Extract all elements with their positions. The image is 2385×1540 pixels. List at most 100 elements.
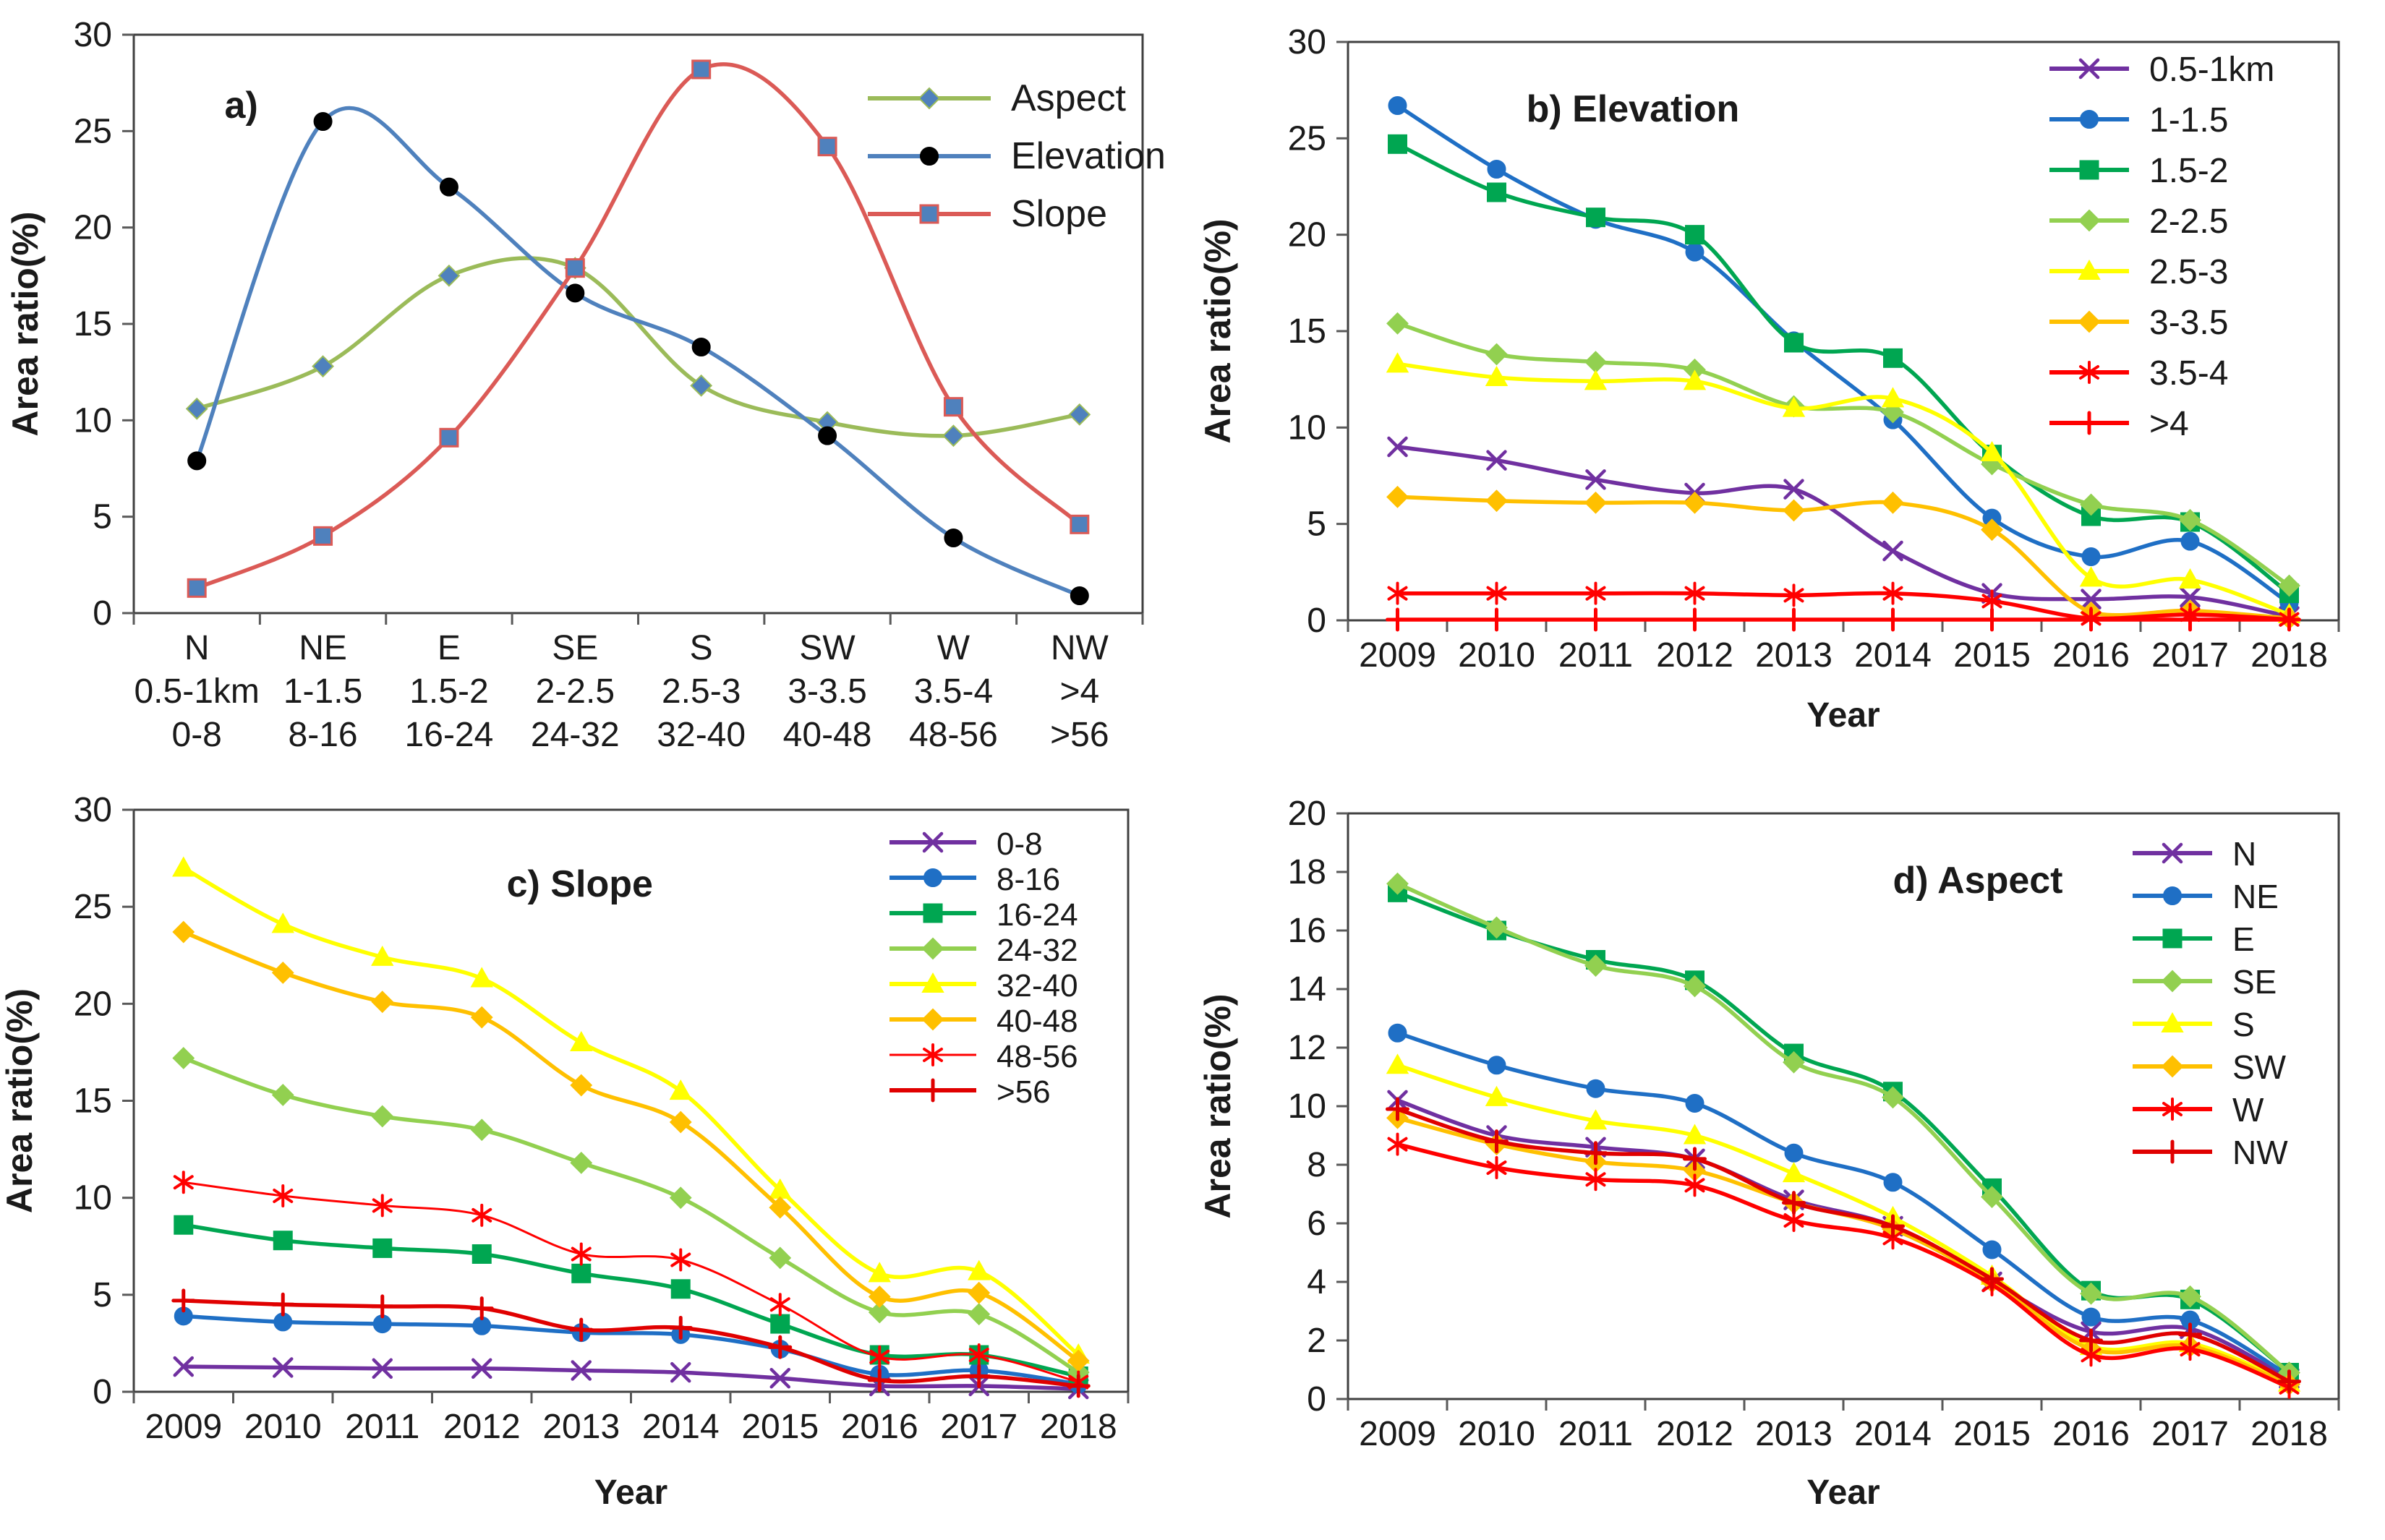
series-line-0-8 <box>182 1364 1081 1391</box>
series-line-3.5-4 <box>1395 591 2292 622</box>
y-tick-label: 25 <box>74 888 112 926</box>
chart-graphic <box>571 1242 592 1266</box>
y-tick-label: 25 <box>1288 119 1326 158</box>
diamond-marker <box>918 87 941 110</box>
asterisk-marker <box>923 1043 943 1066</box>
diamond-marker <box>1783 499 1805 522</box>
y-tick-label: 30 <box>74 791 112 829</box>
x-marker <box>1486 450 1507 471</box>
chart-graphic <box>868 1286 891 1308</box>
chart-graphic <box>967 1364 991 1389</box>
series-group <box>171 856 1091 1400</box>
chart-graphic <box>942 424 965 448</box>
legend-item-1.5-2: 1.5-2 <box>2049 152 2228 190</box>
x-tick-label: 2017 <box>2151 1415 2229 1453</box>
series-line-2-2.5 <box>1395 321 2292 588</box>
chart-graphic <box>1486 581 1507 605</box>
plus-marker <box>2160 1139 2185 1164</box>
circle-marker <box>1784 1143 1804 1163</box>
chart-graphic <box>1684 491 1706 514</box>
chart-graphic <box>273 1357 294 1378</box>
panel-a-chart: 0 5 10 15 20 25 30 N NE E SE S SW W NW 0.5-1km 1-1.5 1.5-… <box>5 16 1166 754</box>
plus-marker <box>1485 607 1509 632</box>
chart-graphic <box>1783 583 1804 607</box>
chart-root: 0 5 10 15 20 25 30 2009 2010 2011 2012 2013 2014 2015… <box>0 791 1130 1512</box>
y-tick-label: 15 <box>1288 312 1326 351</box>
plus-marker <box>2277 607 2301 632</box>
circle-marker <box>1070 586 1089 605</box>
series-line-8-16 <box>182 1314 1081 1387</box>
chart-graphic <box>571 1360 592 1381</box>
x-tick-label: SE <box>552 629 598 667</box>
y-tick-label: 20 <box>1288 216 1326 254</box>
chart-graphic <box>372 1238 393 1258</box>
plus-marker <box>668 1315 693 1340</box>
chart-graphic <box>1487 1056 1506 1075</box>
series-line-S <box>1395 1063 2292 1385</box>
chart-graphic <box>918 87 941 110</box>
series-group <box>185 59 1091 605</box>
chart-graphic <box>691 59 712 80</box>
legend-item-W: W <box>2133 1091 2264 1129</box>
asterisk-marker <box>472 1203 492 1227</box>
x-tick-label: 2011 <box>345 1408 419 1446</box>
legend-item-0.5-1km: 0.5-1km <box>2049 51 2274 89</box>
diamond-marker <box>1783 1051 1805 1074</box>
plus-marker <box>1386 1097 1409 1121</box>
x-marker <box>1783 479 1804 500</box>
legend-item-NE: NE <box>2133 878 2279 915</box>
y-tick-label: 10 <box>1288 1087 1326 1126</box>
chart-graphic <box>273 1231 293 1251</box>
x-marker <box>273 1357 294 1378</box>
triangle-marker <box>1584 369 1608 390</box>
square-marker <box>273 1231 293 1251</box>
x-tick-label: 2016 <box>2052 1415 2130 1453</box>
asterisk-marker <box>571 1242 592 1266</box>
chart-graphic <box>565 258 585 278</box>
chart-graphic <box>1981 518 2003 542</box>
square-marker <box>1388 134 1407 154</box>
panel-d: 0 2 4 6 8 10 12 14 16 18 20 2009 2010 2011 2012 2013 201… <box>1192 770 2385 1540</box>
square-marker <box>472 1244 492 1264</box>
diamond-marker <box>2179 508 2201 531</box>
y-tick-label: 5 <box>93 1276 112 1314</box>
diamond-marker <box>172 920 195 944</box>
series-line-Slope <box>195 62 1082 591</box>
x-tick-label: 2011 <box>1558 1415 1633 1453</box>
x-tick-sublabel-bottom: 48-56 <box>909 716 998 754</box>
chart-graphic <box>668 1315 693 1340</box>
chart-graphic <box>172 1047 195 1069</box>
chart-graphic <box>2163 886 2182 905</box>
square-marker <box>1685 225 1705 245</box>
chart-graphic <box>1070 514 1090 534</box>
chart-graphic <box>1883 1173 1903 1192</box>
chart-graphic <box>438 264 461 287</box>
asterisk-marker <box>1387 1132 1408 1156</box>
legend-label: 3-3.5 <box>2149 304 2228 342</box>
chart-graphic <box>1783 479 1804 500</box>
plus-marker <box>1881 607 1905 632</box>
chart-graphic <box>1882 491 1904 514</box>
asterisk-marker <box>968 1343 989 1367</box>
series-markers-8-16 <box>174 1306 1088 1394</box>
chart-graphic <box>769 1293 790 1317</box>
y-axis: 0 2 4 6 8 10 12 14 16 18 20 <box>1288 795 1348 1419</box>
y-tick-label: 2 <box>1307 1322 1326 1360</box>
series-line-1.5-2 <box>1395 142 2292 596</box>
plus-marker <box>1782 607 1806 632</box>
chart-graphic <box>1586 208 1605 228</box>
chart-graphic <box>1584 491 1607 514</box>
chart-graphic <box>1585 469 1606 490</box>
legend-label: S <box>2232 1006 2255 1043</box>
circle-marker <box>1685 1093 1705 1113</box>
chart-graphic <box>1980 440 2004 461</box>
panel-a: 0 5 10 15 20 25 30 N NE E SE S SW W NW 0.5-1km 1-1.5 1.5-… <box>0 0 1192 770</box>
x-tick-label: 2009 <box>145 1408 222 1446</box>
chart-graphic <box>570 1030 593 1051</box>
chart-graphic <box>2278 574 2300 597</box>
square-marker <box>919 204 939 224</box>
chart-graphic <box>1386 872 1409 895</box>
chart-graphic <box>2162 1098 2183 1121</box>
series-line-W <box>1395 1142 2292 1390</box>
diamond-marker <box>371 1105 394 1128</box>
